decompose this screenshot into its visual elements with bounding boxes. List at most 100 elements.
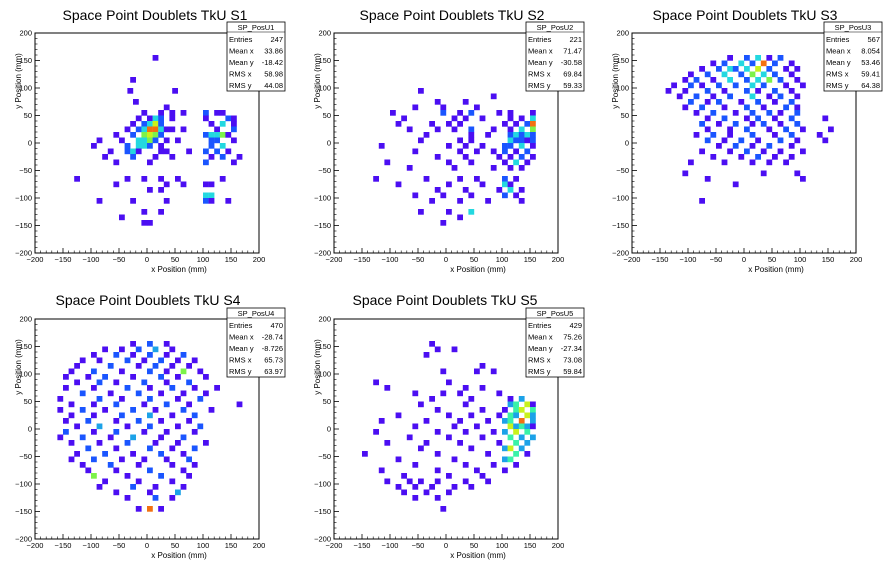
y-tick-label: 50 (323, 397, 331, 406)
heatmap-cell (203, 148, 209, 155)
heatmap-cell (378, 143, 385, 149)
y-tick-label: 50 (24, 111, 32, 120)
y-tick-label: 200 (318, 315, 331, 324)
heatmap-cell (141, 429, 148, 435)
x-axis-label: x Position (mm) (450, 265, 506, 274)
heatmap-cell (412, 390, 419, 397)
heatmap-cell (91, 368, 97, 375)
heatmap-cell (496, 154, 503, 160)
heatmap-cell (74, 176, 80, 182)
heatmap-cell (163, 137, 170, 144)
stats-key: Mean x (229, 333, 254, 342)
heatmap-cell (474, 148, 480, 155)
heatmap-cell (373, 176, 379, 182)
heatmap-cell (496, 440, 503, 446)
heatmap-cell (180, 368, 187, 375)
heatmap-cell (772, 88, 778, 94)
heatmap-cell (457, 214, 463, 221)
x-tick-label: −150 (55, 255, 72, 264)
heatmap-cell (766, 77, 773, 83)
heatmap-cell (766, 55, 773, 61)
heatmap-cell (474, 368, 480, 375)
heatmap-cell (502, 445, 508, 452)
heatmap-cell (113, 132, 120, 138)
heatmap-cell (738, 99, 745, 105)
heatmap-cell (384, 385, 391, 391)
heatmap-cell (423, 176, 430, 182)
heatmap-cell (772, 71, 778, 78)
x-tick-label: −200 (624, 255, 641, 264)
heatmap-cell (721, 71, 728, 78)
heatmap-cell (197, 396, 204, 402)
heatmap-cell (794, 121, 801, 127)
heatmap-cell (524, 440, 531, 446)
heatmap-cell (180, 467, 187, 474)
heatmap-cell (113, 418, 120, 424)
heatmap-cell (68, 412, 75, 419)
heatmap-cell (518, 445, 525, 452)
heatmap-cell (429, 341, 435, 347)
y-tick-label: −150 (314, 507, 331, 516)
heatmap-cell (124, 126, 131, 133)
heatmap-cell (446, 379, 452, 386)
heatmap-cell (163, 104, 170, 111)
heatmap-cell (163, 352, 170, 358)
heatmap-cell (502, 407, 508, 413)
heatmap-cell (158, 187, 164, 193)
heatmap-cell (158, 115, 164, 122)
heatmap-cell (760, 148, 767, 155)
y-tick-label: 150 (19, 342, 32, 351)
heatmap-cell (412, 104, 419, 111)
stats-key: Entries (826, 35, 850, 44)
heatmap-cell (693, 93, 700, 100)
heatmap-cell (119, 412, 125, 419)
heatmap-cell (738, 71, 745, 78)
heatmap-cell (530, 418, 536, 424)
x-tick-label: −50 (113, 541, 126, 550)
heatmap-cell (502, 143, 508, 149)
heatmap-cell (777, 55, 784, 61)
heatmap-cell (191, 445, 198, 452)
heatmap-cell (180, 390, 187, 397)
x-tick-label: 100 (197, 255, 210, 264)
heatmap-cell (530, 401, 536, 408)
heatmap-cell (524, 451, 531, 457)
x-tick-label: 0 (145, 541, 149, 550)
heatmap-cell (513, 412, 519, 419)
heatmap-cell (163, 368, 170, 375)
heatmap-cell (96, 484, 103, 490)
heatmap-cell (462, 187, 469, 193)
heatmap-cell (169, 445, 176, 452)
heatmap-cell (468, 412, 475, 419)
heatmap-cell (749, 159, 756, 166)
heatmap-cell (440, 220, 447, 226)
heatmap-cell (457, 110, 463, 116)
heatmap-cell (513, 451, 519, 457)
heatmap-cell (423, 440, 430, 446)
plot-title: Space Point Doublets TkU S2 (360, 7, 545, 23)
x-tick-label: 0 (742, 255, 746, 264)
x-tick-label: −200 (326, 541, 343, 550)
heatmap-cell (462, 154, 469, 160)
heatmap-cell (208, 132, 215, 138)
heatmap-cell (766, 143, 773, 149)
heatmap-cell (429, 121, 435, 127)
heatmap-cell (152, 126, 159, 133)
heatmap-cell (530, 126, 536, 133)
y-tick-label: −150 (15, 507, 32, 516)
heatmap-cell (175, 176, 181, 182)
heatmap-cell (755, 115, 761, 122)
heatmap-cell (727, 126, 733, 133)
plot-panel-3: Space Point Doublets TkU S3 −200 −150 −100 −… (611, 7, 883, 274)
heatmap-cell (130, 154, 136, 160)
heatmap-cell (147, 385, 153, 391)
heatmap-cell (79, 407, 86, 413)
x-axis-label: x Position (mm) (151, 265, 207, 274)
heatmap-cell (362, 451, 368, 457)
heatmap-cell (180, 352, 187, 358)
heatmap-cell (169, 385, 176, 391)
heatmap-cell (68, 368, 75, 375)
heatmap-cell (373, 379, 379, 386)
heatmap-cell (744, 55, 750, 61)
heatmap-cell (440, 110, 447, 116)
